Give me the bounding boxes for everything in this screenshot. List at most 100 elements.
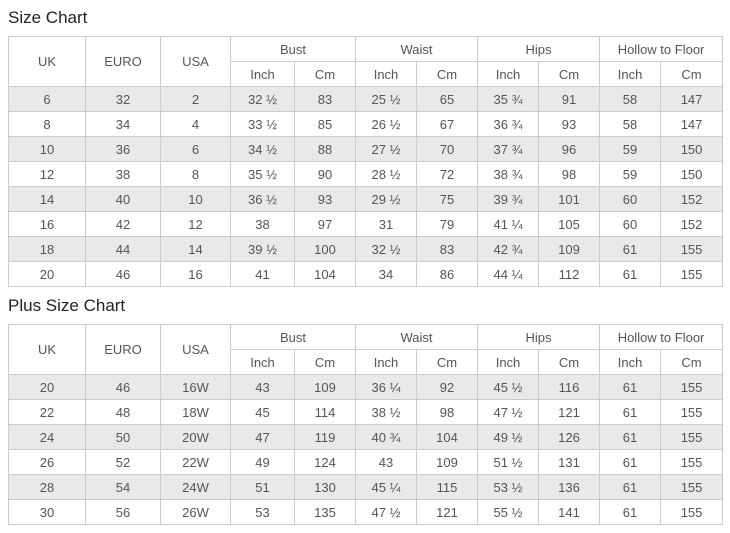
cell: 45 <box>230 399 295 425</box>
cell: 31 <box>355 211 418 237</box>
cell: 70 <box>416 136 479 162</box>
column-subheader-hips-cm: Cm <box>538 349 601 375</box>
table-row: 18 44 14 39 ½ 100 32 ½ 83 42 ¾ 109 61 155 <box>8 236 724 262</box>
cell: 28 ½ <box>355 161 418 187</box>
cell: 44 <box>85 236 161 262</box>
table-row: 10 36 6 34 ½ 88 27 ½ 70 37 ¾ 96 59 150 <box>8 136 724 162</box>
cell: 119 <box>293 424 357 450</box>
cell: 105 <box>538 211 601 237</box>
size-chart-table: UK EURO USA Bust Waist Hips Hollow to Floor Inc… <box>8 36 724 287</box>
cell: 47 ½ <box>477 399 540 425</box>
cell: 50 <box>85 424 161 450</box>
cell: 40 <box>85 186 161 212</box>
cell: 27 ½ <box>355 136 418 162</box>
cell: 58 <box>599 111 662 137</box>
cell: 152 <box>660 186 724 212</box>
column-group-waist: Waist <box>355 324 479 350</box>
cell: 98 <box>538 161 601 187</box>
cell: 58 <box>599 86 662 112</box>
cell: 41 ¼ <box>477 211 540 237</box>
cell: 32 <box>85 86 161 112</box>
cell: 40 ¾ <box>355 424 418 450</box>
cell: 20W <box>160 424 231 450</box>
plus-size-chart-title: Plus Size Chart <box>8 296 126 315</box>
cell: 37 ¾ <box>477 136 540 162</box>
cell: 53 ½ <box>477 474 540 500</box>
cell: 18 <box>8 236 86 262</box>
column-group-hips: Hips <box>477 36 601 62</box>
cell: 52 <box>85 449 161 475</box>
cell: 65 <box>416 86 479 112</box>
cell: 8 <box>160 161 231 187</box>
cell: 100 <box>293 236 357 262</box>
cell: 75 <box>416 186 479 212</box>
cell: 109 <box>538 236 601 262</box>
column-group-hips: Hips <box>477 324 601 350</box>
cell: 39 ¾ <box>477 186 540 212</box>
cell: 109 <box>416 449 479 475</box>
cell: 109 <box>293 374 357 400</box>
cell: 92 <box>416 374 479 400</box>
cell: 32 ½ <box>355 236 418 262</box>
table-row: 8 34 4 33 ½ 85 26 ½ 67 36 ¾ 93 58 147 <box>8 111 724 137</box>
cell: 34 <box>85 111 161 137</box>
column-group-bust: Bust <box>229 324 357 350</box>
cell: 26 <box>8 449 86 475</box>
table-row: 6 32 2 32 ½ 83 25 ½ 65 35 ¾ 91 58 147 <box>8 86 724 112</box>
cell: 34 ½ <box>230 136 295 162</box>
cell: 51 <box>230 474 295 500</box>
table-row: 12 38 8 35 ½ 90 28 ½ 72 38 ¾ 98 59 150 <box>8 161 724 187</box>
cell: 98 <box>416 399 479 425</box>
cell: 61 <box>599 449 662 475</box>
cell: 25 ½ <box>355 86 418 112</box>
column-subheader-hollow-to-floor-inch: Inch <box>599 349 662 375</box>
cell: 36 ½ <box>230 186 295 212</box>
cell: 10 <box>160 186 231 212</box>
cell: 38 ¾ <box>477 161 540 187</box>
cell: 26 ½ <box>355 111 418 137</box>
table-row: 20 46 16W 43 109 36 ¼ 92 45 ½ 116 61 155 <box>8 374 724 400</box>
cell: 24 <box>8 424 86 450</box>
cell: 85 <box>293 111 357 137</box>
column-group-hollow-to-floor: Hollow to Floor <box>599 36 724 62</box>
cell: 61 <box>599 499 662 525</box>
column-group-waist: Waist <box>355 36 479 62</box>
cell: 35 ¾ <box>477 86 540 112</box>
table-row: 30 56 26W 53 135 47 ½ 121 55 ½ 141 61 155 <box>8 499 724 525</box>
cell: 59 <box>599 161 662 187</box>
cell: 14 <box>160 236 231 262</box>
cell: 48 <box>85 399 161 425</box>
cell: 22 <box>8 399 86 425</box>
cell: 116 <box>538 374 601 400</box>
column-subheader-bust-cm: Cm <box>293 61 357 87</box>
cell: 121 <box>538 399 601 425</box>
table-row: 20 46 16 41 104 34 86 44 ¼ 112 61 155 <box>8 261 724 287</box>
column-subheader-bust-inch: Inch <box>230 349 295 375</box>
cell: 152 <box>660 211 724 237</box>
cell: 26W <box>160 499 231 525</box>
column-header-euro: EURO <box>85 324 161 375</box>
column-header-uk: UK <box>8 36 86 87</box>
cell: 61 <box>599 261 662 287</box>
cell: 46 <box>85 374 161 400</box>
cell: 36 <box>85 136 161 162</box>
cell: 51 ½ <box>477 449 540 475</box>
cell: 155 <box>660 424 724 450</box>
cell: 93 <box>293 186 357 212</box>
cell: 147 <box>660 86 724 112</box>
cell: 20 <box>8 374 86 400</box>
cell: 112 <box>538 261 601 287</box>
cell: 39 ½ <box>230 236 295 262</box>
table-row: 22 48 18W 45 114 38 ½ 98 47 ½ 121 61 155 <box>8 399 724 425</box>
column-header-uk: UK <box>8 324 86 375</box>
cell: 155 <box>660 499 724 525</box>
cell: 6 <box>8 86 86 112</box>
table-row: 26 52 22W 49 124 43 109 51 ½ 131 61 155 <box>8 449 724 475</box>
cell: 135 <box>293 499 357 525</box>
plus-size-chart-table: UK EURO USA Bust Waist Hips Hollow to Floor Inc… <box>8 324 724 525</box>
cell: 33 ½ <box>230 111 295 137</box>
cell: 104 <box>293 261 357 287</box>
column-header-euro: EURO <box>85 36 161 87</box>
cell: 155 <box>660 374 724 400</box>
